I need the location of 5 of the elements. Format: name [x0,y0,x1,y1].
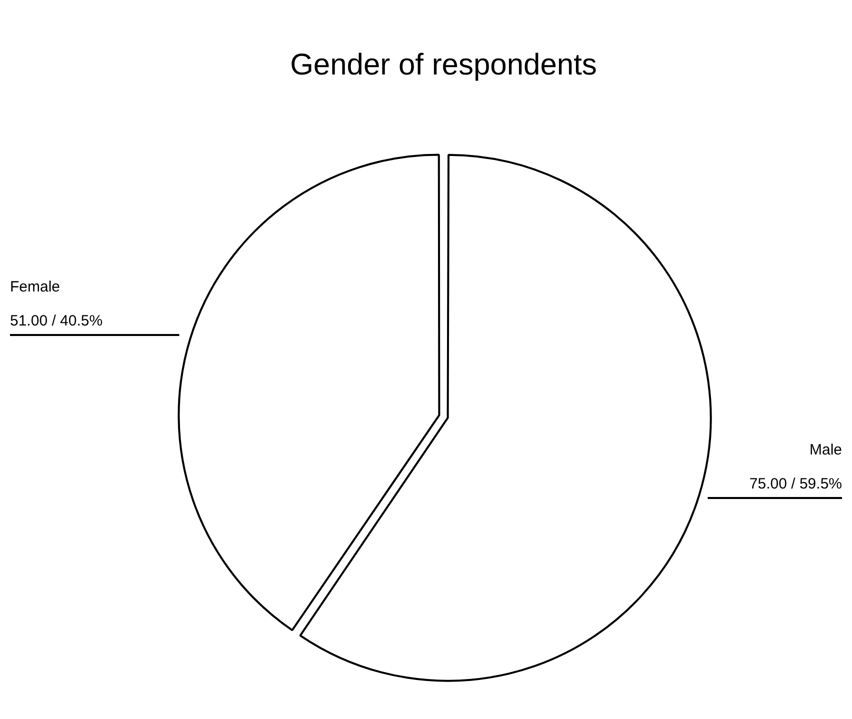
data-label: 75.00 / 59.5% [749,476,842,493]
slice-label: Female [10,278,60,296]
chart-title: Gender of respondents [290,48,597,82]
slice-label: Male [809,442,842,459]
data-label: 51.00 / 40.5% [10,312,103,330]
